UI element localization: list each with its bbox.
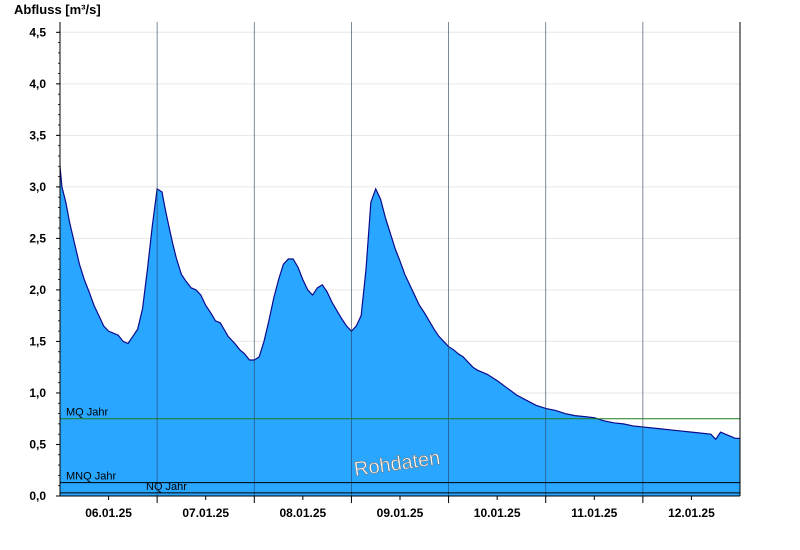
y-tick-label-8: 4,0 xyxy=(29,77,46,91)
y-tick-label-1: 0,5 xyxy=(29,437,46,451)
x-tick-label-2: 08.01.25 xyxy=(279,506,326,520)
reference-lines: MQ Jahr MNQ Jahr NQ Jahr xyxy=(60,407,740,494)
x-tick-label-3: 09.01.25 xyxy=(377,506,424,520)
x-tick-label-4: 10.01.25 xyxy=(474,506,521,520)
discharge-area xyxy=(60,166,740,496)
y-tick-label-2: 1,0 xyxy=(29,386,46,400)
area-layer xyxy=(59,166,740,496)
discharge-line xyxy=(59,166,740,441)
y-tick-label-7: 3,5 xyxy=(29,128,46,142)
x-tick-label-0: 06.01.25 xyxy=(85,506,132,520)
y-axis-ticks: 0,0 0,5 1,0 1,5 2,0 2,5 3,0 3,5 4,0 4,5 xyxy=(29,25,60,503)
x-tick-label-1: 07.01.25 xyxy=(182,506,229,520)
ref-label-nq-jahr: NQ Jahr xyxy=(146,481,187,493)
x-axis-ticks: 06.01.25 07.01.25 08.01.25 09.01.25 10.01.25… xyxy=(85,496,715,520)
ref-label-mnq-jahr: MNQ Jahr xyxy=(66,471,116,483)
ref-label-mq-jahr: MQ Jahr xyxy=(66,407,109,419)
y-tick-label-3: 1,5 xyxy=(29,334,46,348)
chart-title: Abfluss [m³/s] xyxy=(14,2,101,17)
y-tick-label-9: 4,5 xyxy=(29,25,46,39)
x-tick-label-6: 12.01.25 xyxy=(668,506,715,520)
y-tick-label-5: 2,5 xyxy=(29,231,46,245)
x-tick-label-5: 11.01.25 xyxy=(571,506,617,520)
y-tick-label-6: 3,0 xyxy=(29,180,46,194)
y-tick-label-4: 2,0 xyxy=(29,283,46,297)
day-boundary-lines xyxy=(156,22,644,496)
y-tick-label-0: 0,0 xyxy=(29,489,46,503)
